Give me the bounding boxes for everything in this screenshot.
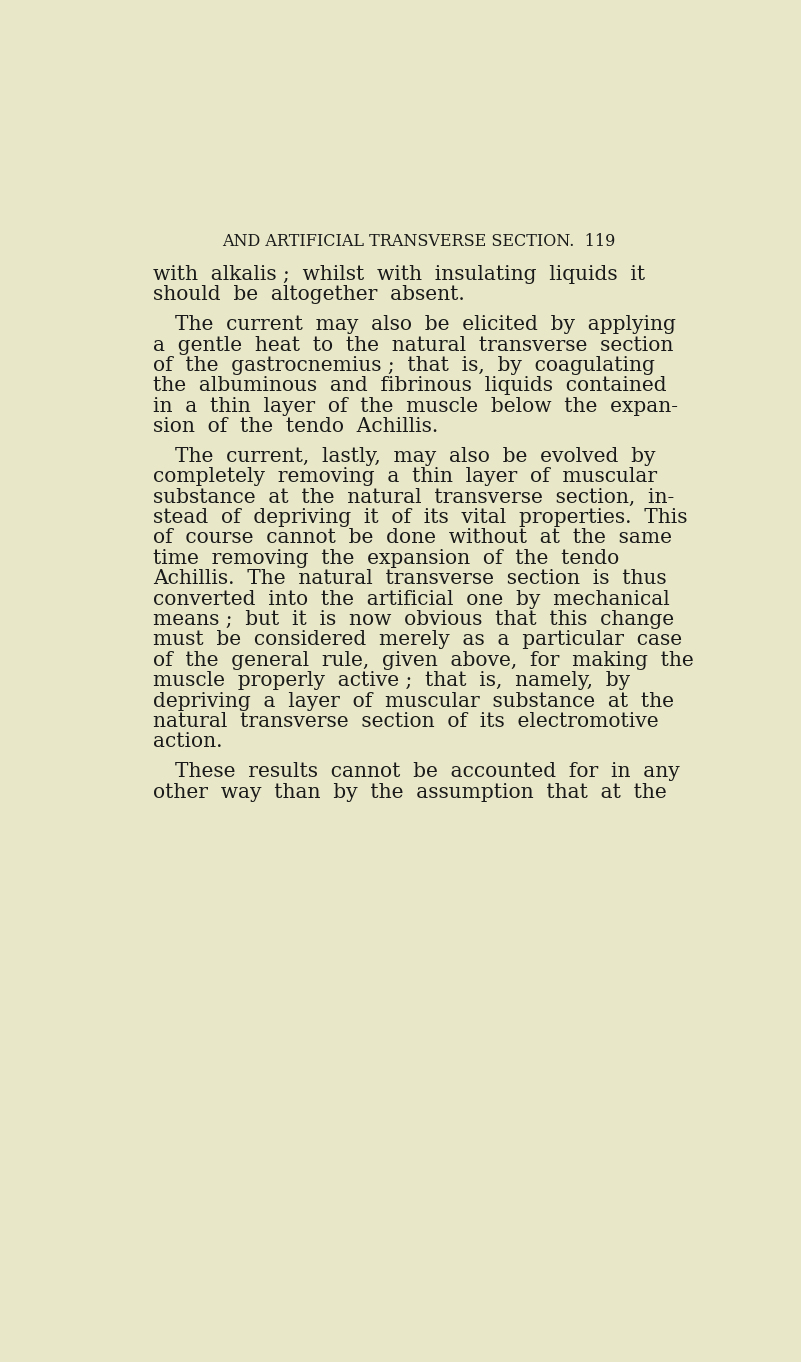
Text: completely  removing  a  thin  layer  of  muscular: completely removing a thin layer of musc…: [153, 467, 657, 486]
Text: converted  into  the  artificial  one  by  mechanical: converted into the artificial one by mec…: [153, 590, 670, 609]
Text: in  a  thin  layer  of  the  muscle  below  the  expan-: in a thin layer of the muscle below the …: [153, 396, 678, 415]
Text: sion  of  the  tendo  Achillis.: sion of the tendo Achillis.: [153, 417, 438, 436]
Text: depriving  a  layer  of  muscular  substance  at  the: depriving a layer of muscular substance …: [153, 692, 674, 711]
Text: Achillis.  The  natural  transverse  section  is  thus: Achillis. The natural transverse section…: [153, 569, 666, 588]
Text: means ;  but  it  is  now  obvious  that  this  change: means ; but it is now obvious that this …: [153, 610, 674, 629]
Text: time  removing  the  expansion  of  the  tendo: time removing the expansion of the tendo: [153, 549, 619, 568]
Text: must  be  considered  merely  as  a  particular  case: must be considered merely as a particula…: [153, 631, 682, 650]
Text: of  course  cannot  be  done  without  at  the  same: of course cannot be done without at the …: [153, 528, 672, 548]
Text: muscle  properly  active ;  that  is,  namely,  by: muscle properly active ; that is, namely…: [153, 671, 630, 691]
Text: a  gentle  heat  to  the  natural  transverse  section: a gentle heat to the natural transverse …: [153, 335, 673, 354]
Text: action.: action.: [153, 733, 223, 752]
Text: substance  at  the  natural  transverse  section,  in-: substance at the natural transverse sect…: [153, 488, 674, 507]
Text: The  current  may  also  be  elicited  by  applying: The current may also be elicited by appl…: [175, 315, 675, 334]
Text: should  be  altogether  absent.: should be altogether absent.: [153, 286, 465, 305]
Text: of  the  gastrocnemius ;  that  is,  by  coagulating: of the gastrocnemius ; that is, by coagu…: [153, 355, 654, 375]
Text: natural  transverse  section  of  its  electromotive: natural transverse section of its electr…: [153, 712, 658, 731]
Text: stead  of  depriving  it  of  its  vital  properties.  This: stead of depriving it of its vital prope…: [153, 508, 687, 527]
Text: with  alkalis ;  whilst  with  insulating  liquids  it: with alkalis ; whilst with insulating li…: [153, 266, 645, 285]
Text: of  the  general  rule,  given  above,  for  making  the: of the general rule, given above, for ma…: [153, 651, 694, 670]
Text: The  current,  lastly,  may  also  be  evolved  by: The current, lastly, may also be evolved…: [175, 447, 655, 466]
Text: other  way  than  by  the  assumption  that  at  the: other way than by the assumption that at…: [153, 783, 666, 801]
Text: AND ARTIFICIAL TRANSVERSE SECTION.  119: AND ARTIFICIAL TRANSVERSE SECTION. 119: [223, 233, 616, 249]
Text: the  albuminous  and  fibrinous  liquids  contained: the albuminous and fibrinous liquids con…: [153, 376, 666, 395]
Text: These  results  cannot  be  accounted  for  in  any: These results cannot be accounted for in…: [175, 763, 679, 782]
